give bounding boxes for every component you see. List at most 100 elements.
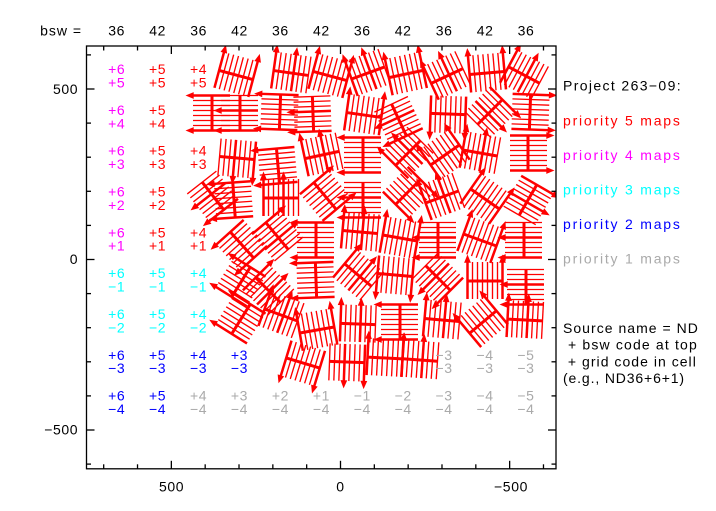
svg-text:−4: −4 [436,401,453,417]
svg-text:+5: +5 [149,102,166,118]
svg-text:+3: +3 [231,388,248,404]
svg-text:+5: +5 [149,184,166,200]
svg-text:−3: −3 [436,347,453,363]
svg-text:−1: −1 [149,279,166,295]
svg-text:+4: +4 [190,347,207,363]
svg-text:42: 42 [149,23,166,39]
svg-text:−4: −4 [395,401,412,417]
svg-text:−2: −2 [108,319,125,335]
svg-text:+ bsw code at top: + bsw code at top [563,337,698,353]
svg-text:+5: +5 [149,224,166,240]
svg-text:+5: +5 [149,75,166,91]
svg-text:+2: +2 [149,197,166,213]
svg-text:Project 263−09:: Project 263−09: [563,77,682,93]
svg-text:−1: −1 [108,279,125,295]
svg-text:−3: −3 [436,388,453,404]
svg-text:+2: +2 [272,388,289,404]
svg-text:−2: −2 [190,319,207,335]
svg-text:Source name = ND: Source name = ND [563,320,699,336]
svg-text:+5: +5 [108,75,125,91]
svg-text:+6: +6 [108,143,125,159]
svg-text:+4: +4 [190,388,207,404]
svg-text:+5: +5 [149,347,166,363]
svg-text:−4: −4 [231,401,248,417]
svg-text:−4: −4 [517,401,534,417]
svg-text:−3: −3 [108,360,125,376]
svg-text:+ grid code in cell: + grid code in cell [563,354,697,370]
svg-text:+4: +4 [190,306,207,322]
svg-text:−5: −5 [517,347,534,363]
svg-text:+1: +1 [149,238,166,254]
svg-text:−3: −3 [231,360,248,376]
svg-text:−3: −3 [436,360,453,376]
svg-text:+6: +6 [108,347,125,363]
svg-text:+5: +5 [149,61,166,77]
svg-text:0: 0 [336,478,344,494]
svg-text:+5: +5 [149,306,166,322]
svg-text:36: 36 [272,23,289,39]
svg-text:−2: −2 [395,388,412,404]
svg-text:+3: +3 [190,156,207,172]
svg-text:−1: −1 [190,279,207,295]
svg-text:−500: −500 [494,478,528,494]
svg-text:−4: −4 [354,401,371,417]
svg-text:−4: −4 [313,401,330,417]
svg-text:36: 36 [518,23,535,39]
svg-text:(e.g., ND36+6+1): (e.g., ND36+6+1) [563,370,685,386]
svg-text:priority 5 maps: priority 5 maps [563,113,682,129]
svg-text:+6: +6 [108,184,125,200]
svg-text:−5: −5 [517,388,534,404]
svg-text:+5: +5 [149,265,166,281]
svg-text:priority 3 maps: priority 3 maps [563,181,682,197]
svg-text:+4: +4 [190,61,207,77]
svg-text:−4: −4 [108,401,125,417]
svg-text:42: 42 [395,23,412,39]
svg-text:+6: +6 [108,388,125,404]
svg-text:+3: +3 [149,156,166,172]
svg-text:−4: −4 [477,347,494,363]
svg-text:−3: −3 [190,360,207,376]
svg-text:priority 2 maps: priority 2 maps [563,216,682,232]
svg-text:+5: +5 [149,388,166,404]
svg-text:+6: +6 [108,265,125,281]
svg-text:+4: +4 [190,224,207,240]
svg-text:+3: +3 [108,156,125,172]
svg-text:36: 36 [354,23,371,39]
svg-text:−3: −3 [149,360,166,376]
svg-text:bsw =: bsw = [40,23,82,39]
svg-text:+3: +3 [231,347,248,363]
svg-text:42: 42 [231,23,248,39]
svg-text:+4: +4 [108,115,125,131]
svg-text:+1: +1 [190,238,207,254]
svg-text:500: 500 [53,81,78,97]
svg-text:−1: −1 [354,388,371,404]
svg-text:−500: −500 [44,421,78,437]
svg-text:+6: +6 [108,61,125,77]
svg-text:0: 0 [70,251,78,267]
svg-text:+6: +6 [108,306,125,322]
svg-text:+5: +5 [190,75,207,91]
svg-text:+6: +6 [108,224,125,240]
svg-text:priority 4 maps: priority 4 maps [563,147,682,163]
svg-text:36: 36 [190,23,207,39]
svg-text:+6: +6 [108,102,125,118]
svg-text:+1: +1 [108,238,125,254]
svg-text:−2: −2 [149,319,166,335]
svg-text:−4: −4 [190,401,207,417]
svg-text:priority 1 maps: priority 1 maps [563,250,682,266]
svg-text:42: 42 [477,23,494,39]
svg-text:−4: −4 [477,388,494,404]
svg-text:+4: +4 [190,143,207,159]
svg-text:−4: −4 [149,401,166,417]
svg-text:+4: +4 [190,265,207,281]
svg-text:−4: −4 [272,401,289,417]
svg-text:−3: −3 [517,360,534,376]
svg-text:+5: +5 [149,143,166,159]
svg-text:+1: +1 [313,388,330,404]
svg-text:500: 500 [159,478,184,494]
svg-text:−4: −4 [477,401,494,417]
svg-text:+2: +2 [108,197,125,213]
svg-text:36: 36 [436,23,453,39]
svg-text:−3: −3 [477,360,494,376]
svg-text:+4: +4 [149,115,166,131]
